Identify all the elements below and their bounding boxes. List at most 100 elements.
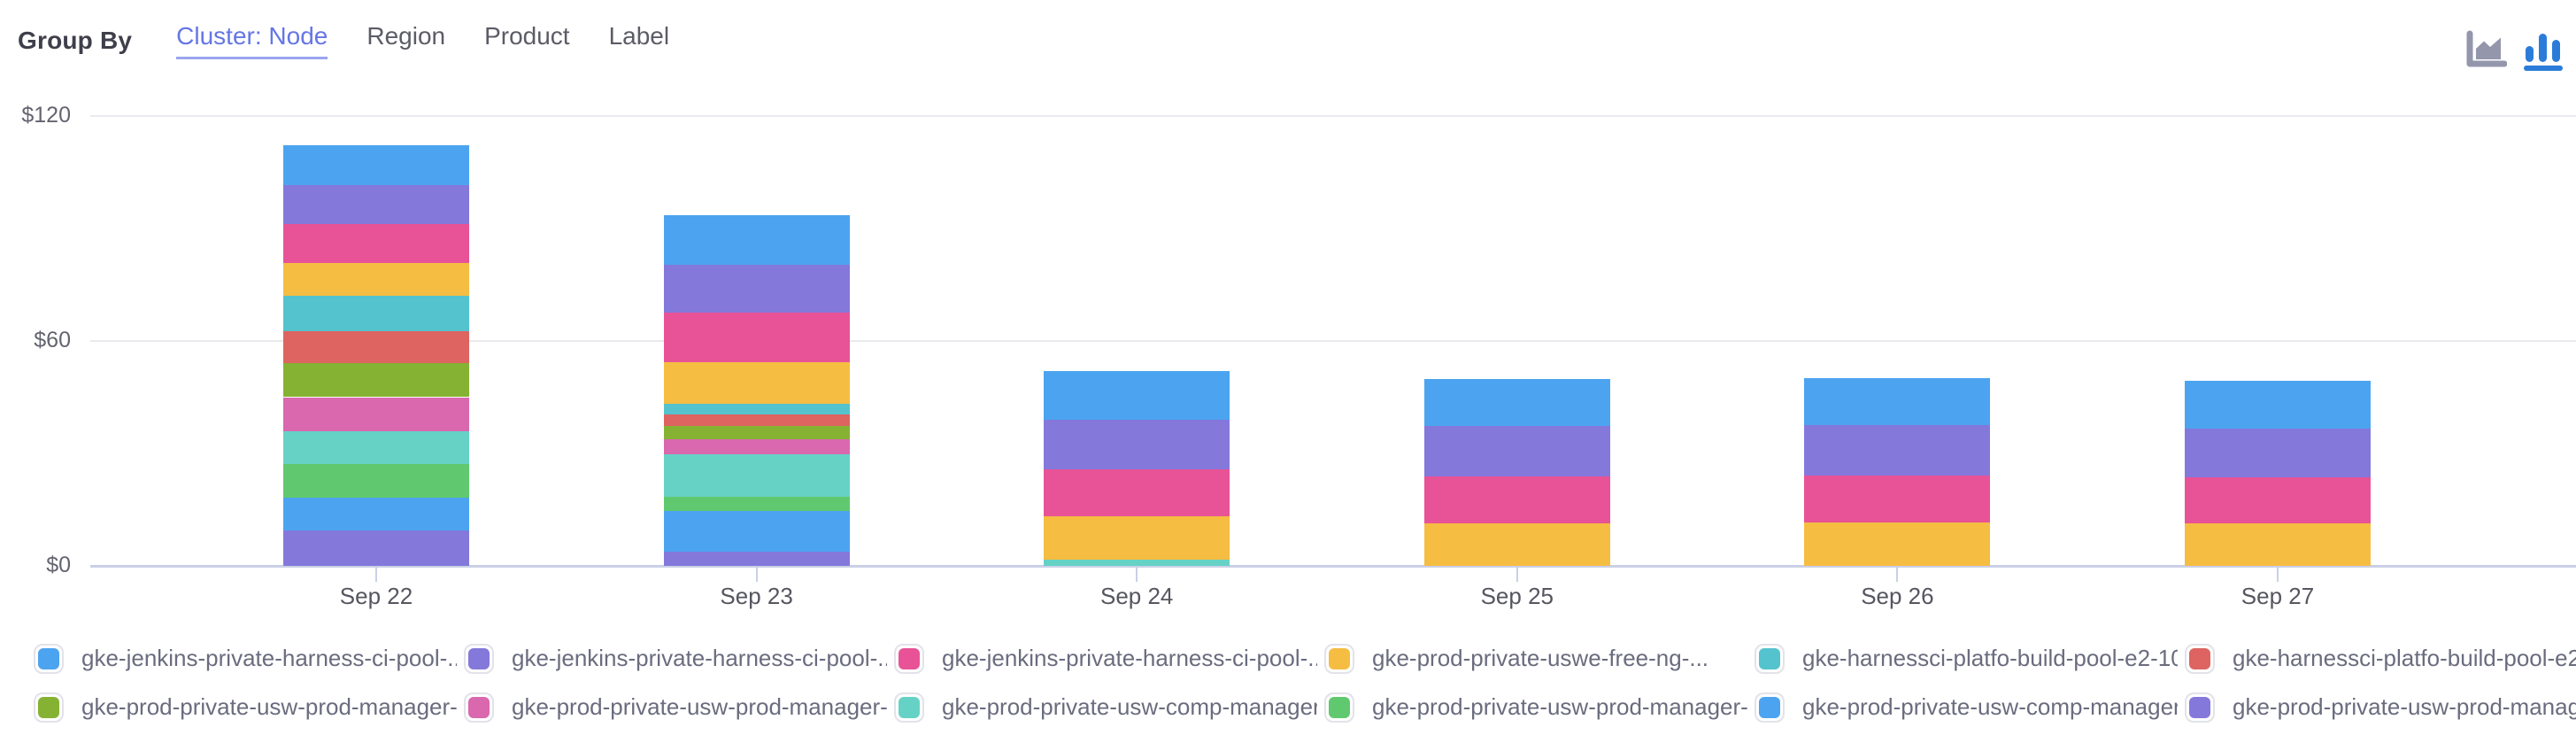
legend-label: gke-jenkins-private-harness-ci-pool-...	[512, 645, 887, 671]
legend-swatch-color	[468, 696, 490, 718]
bar-segment[interactable]	[2185, 477, 2371, 524]
group-by-label: Group By	[18, 27, 133, 54]
legend-item[interactable]: gke-prod-private-usw-comp-manager-...	[1747, 683, 2178, 731]
legend-item[interactable]: gke-prod-private-usw-prod-manager-...	[27, 683, 457, 731]
legend-swatch-color	[38, 647, 59, 669]
bar-segment[interactable]	[283, 397, 469, 432]
bar-segment[interactable]	[283, 295, 469, 331]
chart-legend: gke-jenkins-private-harness-ci-pool-... g…	[27, 634, 2576, 731]
legend-item[interactable]: gke-prod-private-usw-comp-manager-...	[887, 683, 1317, 731]
bar-segment[interactable]	[283, 330, 469, 364]
legend-label: gke-prod-private-usw-prod-manager-...	[81, 693, 457, 720]
bar-segment[interactable]	[1423, 476, 1610, 524]
tab-region[interactable]: Region	[366, 22, 445, 59]
bar-segment[interactable]	[283, 223, 469, 263]
legend-swatch-color	[1329, 647, 1350, 669]
bar-segment[interactable]	[663, 438, 850, 454]
legend-item[interactable]: gke-prod-private-uswe-free-ng-...	[1317, 634, 1747, 683]
bar-segment[interactable]	[663, 551, 850, 566]
area-chart-icon	[2466, 30, 2508, 67]
x-axis-category-label: Sep 22	[339, 583, 413, 609]
x-axis-category-label: Sep 24	[1099, 583, 1174, 609]
column-chart-button[interactable]	[2523, 30, 2564, 71]
x-axis-tick	[1896, 568, 1899, 582]
bar-segment[interactable]	[283, 363, 469, 398]
bar-segment[interactable]	[663, 404, 850, 414]
legend-swatch-icon	[1755, 643, 1785, 674]
legend-label: gke-harnessci-platfo-build-pool-e2-10-..…	[1802, 645, 2178, 671]
bar-segment[interactable]	[283, 530, 469, 566]
bar-segment[interactable]	[663, 313, 850, 363]
bar-segment[interactable]	[1804, 424, 1991, 476]
tab-cluster-node[interactable]: Cluster: Node	[176, 22, 328, 59]
bar-segment[interactable]	[1044, 370, 1230, 420]
tab-label[interactable]: Label	[609, 22, 670, 59]
legend-swatch-icon	[464, 643, 494, 674]
bar-segment[interactable]	[1423, 523, 1610, 566]
bar-segment[interactable]	[1804, 522, 1991, 566]
legend-label: gke-prod-private-usw-comp-manager-...	[942, 693, 1317, 720]
legend-swatch-icon	[1324, 692, 1354, 723]
legend-swatch-icon	[34, 692, 64, 723]
legend-swatch-icon	[2185, 643, 2215, 674]
bar-segment[interactable]	[663, 510, 850, 552]
x-axis-category-label: Sep 23	[720, 583, 793, 609]
bar-segment[interactable]	[283, 431, 469, 465]
bar-segment[interactable]	[2185, 429, 2371, 478]
legend-item[interactable]: gke-prod-private-usw-prod-manager-...	[1317, 683, 1747, 731]
bar-segment[interactable]	[1804, 475, 1991, 522]
legend-item[interactable]: gke-jenkins-private-harness-ci-pool-...	[27, 634, 457, 683]
bar-segment[interactable]	[663, 265, 850, 313]
x-axis-category-label: Sep 27	[2241, 583, 2315, 609]
bar-segment[interactable]	[663, 362, 850, 405]
bar-segment[interactable]	[1044, 468, 1230, 516]
legend-item[interactable]: gke-harnessci-platfo-build-pool-e2-10-..…	[1747, 634, 2178, 683]
legend-swatch-color	[2189, 696, 2210, 718]
bar-segment[interactable]	[1044, 515, 1230, 560]
legend-swatch-color	[899, 696, 920, 718]
bar-segment[interactable]	[2185, 523, 2371, 566]
legend-item[interactable]: gke-prod-private-usw-prod-manager-...	[457, 683, 887, 731]
bar-segment[interactable]	[283, 184, 469, 224]
bar-segment[interactable]	[663, 426, 850, 439]
bar-segment[interactable]	[1044, 419, 1230, 469]
legend-item[interactable]: gke-jenkins-private-harness-ci-pool-...	[887, 634, 1317, 683]
bar-segment[interactable]	[2185, 380, 2371, 429]
x-axis-tick	[1136, 568, 1138, 582]
x-axis-line	[90, 565, 2576, 568]
legend-swatch-icon	[894, 692, 924, 723]
legend-label: gke-harnessci-platfo-build-pool-e2-10-..…	[2233, 645, 2576, 671]
x-axis-tick	[1516, 568, 1518, 582]
legend-item[interactable]: gke-prod-private-usw-prod-manager-...	[2178, 683, 2576, 731]
bar-segment[interactable]	[663, 414, 850, 427]
bar-segment[interactable]	[663, 453, 850, 497]
gridline	[90, 115, 2576, 117]
bar-segment[interactable]	[1423, 379, 1610, 427]
bar-segment[interactable]	[1423, 426, 1610, 477]
legend-label: gke-prod-private-usw-prod-manager-...	[1372, 693, 1747, 720]
area-chart-button[interactable]	[2464, 30, 2508, 71]
legend-swatch-color	[899, 647, 920, 669]
x-axis-category-label: Sep 26	[1861, 583, 1934, 609]
tab-product[interactable]: Product	[484, 22, 570, 59]
bar-segment[interactable]	[663, 215, 850, 266]
legend-swatch-color	[1329, 696, 1350, 718]
x-axis-tick	[2277, 568, 2279, 582]
bar-segment[interactable]	[283, 145, 469, 185]
bar-segment[interactable]	[1804, 377, 1991, 425]
legend-swatch-color	[38, 696, 59, 718]
legend-label: gke-jenkins-private-harness-ci-pool-...	[81, 645, 457, 671]
bar-segment[interactable]	[1044, 559, 1230, 566]
chart-type-toggle	[2464, 30, 2564, 71]
legend-swatch-color	[1759, 647, 1780, 669]
bar-segment[interactable]	[283, 464, 469, 499]
legend-item[interactable]: gke-harnessci-platfo-build-pool-e2-10-..…	[2178, 634, 2576, 683]
gridline	[90, 340, 2576, 342]
group-by-tabs: Cluster: Node Region Product Label	[176, 22, 708, 59]
legend-swatch-icon	[464, 692, 494, 723]
bar-segment[interactable]	[283, 262, 469, 296]
bar-segment[interactable]	[663, 496, 850, 511]
bar-segment[interactable]	[283, 498, 469, 531]
legend-item[interactable]: gke-jenkins-private-harness-ci-pool-...	[457, 634, 887, 683]
